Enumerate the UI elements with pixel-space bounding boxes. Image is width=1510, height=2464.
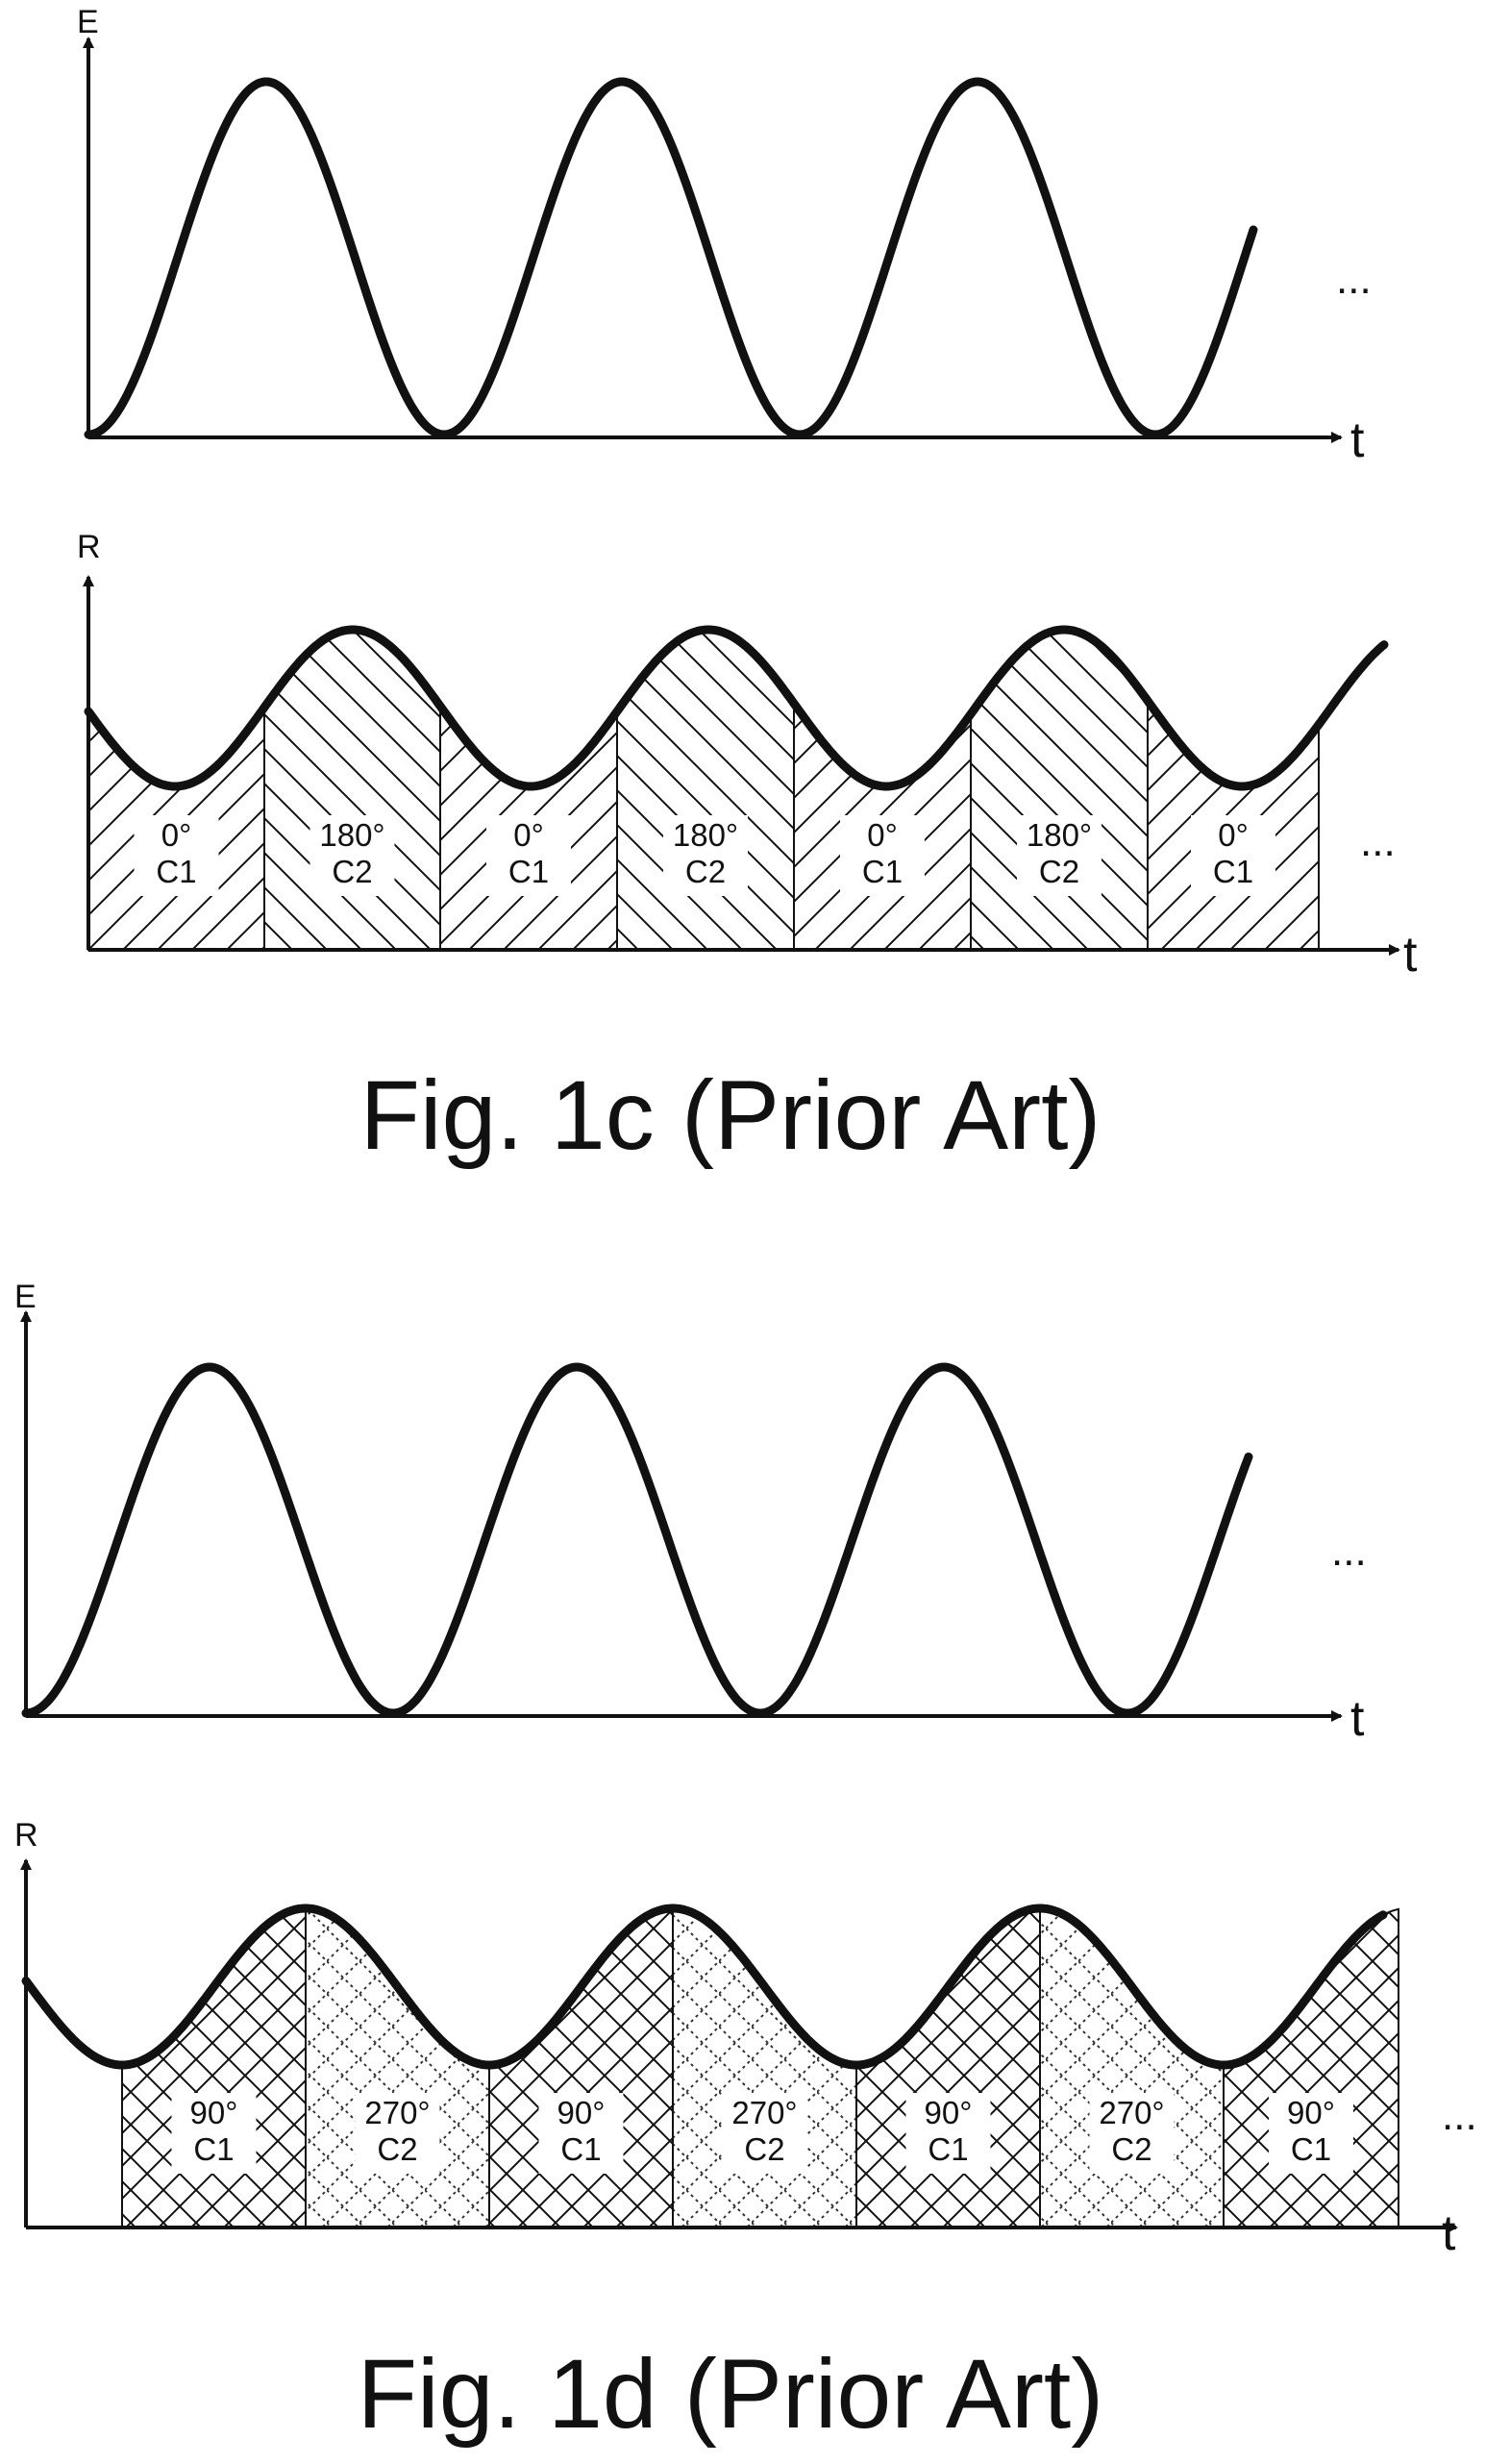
fig1c-top-x-label: t [1350, 412, 1365, 468]
fig1d-integration-windows [122, 1908, 1399, 2228]
segment-channel-label: C1 [560, 2131, 601, 2167]
segment-phase-label: 90° [557, 2095, 606, 2130]
fig1c-bottom-y-label: R [77, 529, 101, 565]
integration-window-4 [673, 1908, 856, 2228]
fig1d-bottom-plot: R t ... 90°C1270°C290°C1270°C290°C1270°C… [14, 1817, 1477, 2261]
integration-window-2 [306, 1908, 489, 2228]
fig1c-top-plot: E t ... [77, 4, 1372, 468]
segment-phase-label: 90° [925, 2095, 973, 2130]
segment-phase-label: 270° [364, 2095, 430, 2130]
segment-phase-label: 90° [190, 2095, 238, 2130]
fig1d-excitation-wave [26, 1367, 1249, 1713]
segment-channel-label: C2 [1111, 2131, 1151, 2167]
segment-channel-label: C1 [193, 2131, 234, 2167]
segment-channel-label: C1 [1291, 2131, 1331, 2167]
segment-channel-label: C2 [1039, 854, 1079, 889]
fig1d-bottom-continuation: ... [1442, 2092, 1477, 2139]
segment-channel-label: C2 [377, 2131, 417, 2167]
integration-window-6 [1040, 1908, 1224, 2228]
fig1d-top-continuation: ... [1331, 1528, 1367, 1575]
figure-1c: E t ... R t ... 0°C1180°C20°C1180°C20°C1… [77, 4, 1418, 1170]
fig1d-top-plot: E t ... [14, 1279, 1367, 1747]
segment-phase-label: 0° [513, 817, 544, 853]
segment-phase-label: 0° [161, 817, 192, 853]
segment-channel-label: C2 [744, 2131, 784, 2167]
segment-phase-label: 180° [319, 817, 384, 853]
fig1c-excitation-wave [88, 82, 1253, 435]
segment-phase-label: 0° [1218, 817, 1249, 853]
fig1d-caption: Fig. 1d (Prior Art) [358, 2339, 1104, 2449]
segment-phase-label: 90° [1287, 2095, 1335, 2130]
fig1d-bottom-x-label: t [1442, 2205, 1456, 2261]
segment-channel-label: C1 [156, 854, 196, 889]
integration-window-5 [856, 1908, 1040, 2228]
fig1c-caption: Fig. 1c (Prior Art) [360, 1060, 1102, 1170]
fig1d-bottom-y-label: R [14, 1817, 38, 1854]
segment-channel-label: C1 [1213, 854, 1253, 889]
integration-window-3 [489, 1908, 673, 2228]
fig1c-top-continuation: ... [1336, 256, 1372, 303]
segment-phase-label: 180° [673, 817, 738, 853]
fig1d-top-x-label: t [1350, 1691, 1365, 1747]
segment-channel-label: C1 [928, 2131, 968, 2167]
fig1c-bottom-continuation: ... [1360, 818, 1396, 865]
segment-phase-label: 180° [1027, 817, 1092, 853]
segment-channel-label: C2 [332, 854, 372, 889]
fig1c-top-y-label: E [77, 4, 99, 40]
segment-phase-label: 270° [1099, 2095, 1164, 2130]
segment-channel-label: C1 [862, 854, 903, 889]
fig1c-bottom-x-label: t [1403, 927, 1418, 983]
integration-window-7 [1224, 1909, 1399, 2228]
segment-phase-label: 0° [867, 817, 898, 853]
segment-channel-label: C1 [508, 854, 549, 889]
segment-channel-label: C2 [685, 854, 726, 889]
fig1c-bottom-plot: R t ... 0°C1180°C20°C1180°C20°C1180°C20°… [77, 529, 1418, 983]
segment-phase-label: 270° [731, 2095, 797, 2130]
figure-1d: E t ... R t ... 90°C1270°C290°C1270°C290… [14, 1279, 1477, 2449]
fig1d-top-y-label: E [14, 1279, 37, 1315]
integration-window-1 [122, 1908, 306, 2228]
